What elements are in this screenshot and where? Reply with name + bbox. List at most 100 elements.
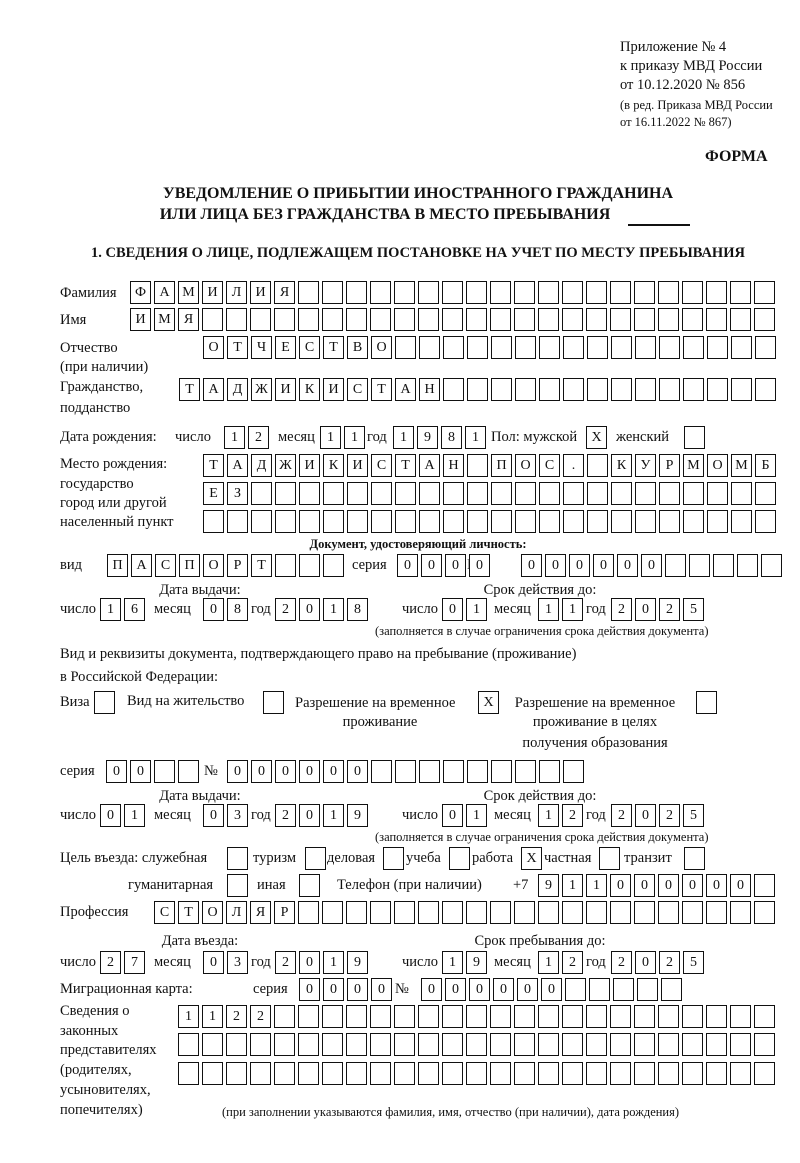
character-cell[interactable]: [562, 1033, 583, 1056]
character-cell[interactable]: 0: [299, 978, 320, 1001]
character-cell[interactable]: [419, 760, 440, 783]
character-cell[interactable]: [322, 1005, 343, 1028]
character-cell[interactable]: [634, 1005, 655, 1028]
character-cell[interactable]: [730, 1005, 751, 1028]
character-cell[interactable]: И: [275, 378, 296, 401]
character-cell[interactable]: 0: [106, 760, 127, 783]
character-cell[interactable]: [491, 482, 512, 505]
checkbox[interactable]: [227, 874, 248, 897]
character-cell[interactable]: [467, 482, 488, 505]
character-cell[interactable]: 3: [227, 804, 248, 827]
character-cell[interactable]: 0: [203, 804, 224, 827]
character-cell[interactable]: 0: [521, 554, 542, 577]
character-cell[interactable]: [562, 1062, 583, 1085]
character-cell[interactable]: 6: [124, 598, 145, 621]
character-cell[interactable]: [706, 1005, 727, 1028]
character-cell[interactable]: 0: [100, 804, 121, 827]
character-cell[interactable]: [347, 510, 368, 533]
character-cell[interactable]: 0: [227, 760, 248, 783]
character-cell[interactable]: 5: [683, 804, 704, 827]
character-cell[interactable]: 1: [344, 426, 365, 449]
character-cell[interactable]: 8: [227, 598, 248, 621]
character-cell[interactable]: [466, 1062, 487, 1085]
character-cell[interactable]: Д: [227, 378, 248, 401]
character-cell[interactable]: 0: [299, 760, 320, 783]
checkbox[interactable]: [299, 874, 320, 897]
character-cell[interactable]: [490, 1033, 511, 1056]
character-cell[interactable]: 0: [442, 804, 463, 827]
character-cell[interactable]: 1: [586, 874, 607, 897]
character-cell[interactable]: 9: [538, 874, 559, 897]
character-cell[interactable]: [394, 1033, 415, 1056]
character-cell[interactable]: 1: [323, 598, 344, 621]
character-cell[interactable]: 0: [442, 598, 463, 621]
character-cell[interactable]: У: [635, 454, 656, 477]
character-cell[interactable]: 0: [421, 978, 442, 1001]
character-cell[interactable]: [538, 901, 559, 924]
character-cell[interactable]: [515, 760, 536, 783]
character-cell[interactable]: [442, 1005, 463, 1028]
character-cell[interactable]: [371, 482, 392, 505]
character-cell[interactable]: [395, 336, 416, 359]
character-cell[interactable]: [418, 1062, 439, 1085]
character-cell[interactable]: [707, 482, 728, 505]
character-cell[interactable]: [587, 336, 608, 359]
character-cell[interactable]: [538, 1005, 559, 1028]
character-cell[interactable]: [635, 378, 656, 401]
character-cell[interactable]: [730, 901, 751, 924]
character-cell[interactable]: 1: [538, 598, 559, 621]
character-cell[interactable]: 0: [517, 978, 538, 1001]
character-cell[interactable]: 0: [635, 951, 656, 974]
character-cell[interactable]: [442, 901, 463, 924]
character-cell[interactable]: [689, 554, 710, 577]
character-cell[interactable]: Ж: [251, 378, 272, 401]
character-cell[interactable]: [347, 482, 368, 505]
character-cell[interactable]: [611, 482, 632, 505]
character-cell[interactable]: [467, 510, 488, 533]
character-cell[interactable]: [394, 1005, 415, 1028]
character-cell[interactable]: [731, 510, 752, 533]
character-cell[interactable]: Т: [251, 554, 272, 577]
character-cell[interactable]: [203, 510, 224, 533]
character-cell[interactable]: [586, 901, 607, 924]
character-cell[interactable]: 2: [248, 426, 269, 449]
character-cell[interactable]: [659, 482, 680, 505]
character-cell[interactable]: 9: [417, 426, 438, 449]
character-cell[interactable]: [346, 901, 367, 924]
character-cell[interactable]: [635, 336, 656, 359]
character-cell[interactable]: [634, 308, 655, 331]
character-cell[interactable]: [275, 510, 296, 533]
character-cell[interactable]: [538, 308, 559, 331]
character-cell[interactable]: [683, 378, 704, 401]
character-cell[interactable]: 0: [730, 874, 751, 897]
character-cell[interactable]: [658, 281, 679, 304]
character-cell[interactable]: [706, 1062, 727, 1085]
character-cell[interactable]: [562, 901, 583, 924]
checkbox[interactable]: [684, 426, 705, 449]
character-cell[interactable]: С: [299, 336, 320, 359]
character-cell[interactable]: [418, 1005, 439, 1028]
character-cell[interactable]: [466, 308, 487, 331]
character-cell[interactable]: [299, 510, 320, 533]
character-cell[interactable]: [490, 281, 511, 304]
character-cell[interactable]: [322, 308, 343, 331]
character-cell[interactable]: Т: [323, 336, 344, 359]
character-cell[interactable]: П: [107, 554, 128, 577]
character-cell[interactable]: [586, 1005, 607, 1028]
character-cell[interactable]: 2: [659, 598, 680, 621]
character-cell[interactable]: [370, 901, 391, 924]
character-cell[interactable]: Р: [274, 901, 295, 924]
character-cell[interactable]: 0: [682, 874, 703, 897]
character-cell[interactable]: 0: [251, 760, 272, 783]
character-cell[interactable]: [491, 378, 512, 401]
character-cell[interactable]: [443, 510, 464, 533]
character-cell[interactable]: [491, 760, 512, 783]
character-cell[interactable]: [490, 1005, 511, 1028]
character-cell[interactable]: 2: [659, 951, 680, 974]
character-cell[interactable]: [298, 901, 319, 924]
character-cell[interactable]: [587, 482, 608, 505]
character-cell[interactable]: [539, 510, 560, 533]
character-cell[interactable]: [394, 901, 415, 924]
character-cell[interactable]: [491, 510, 512, 533]
character-cell[interactable]: [443, 378, 464, 401]
